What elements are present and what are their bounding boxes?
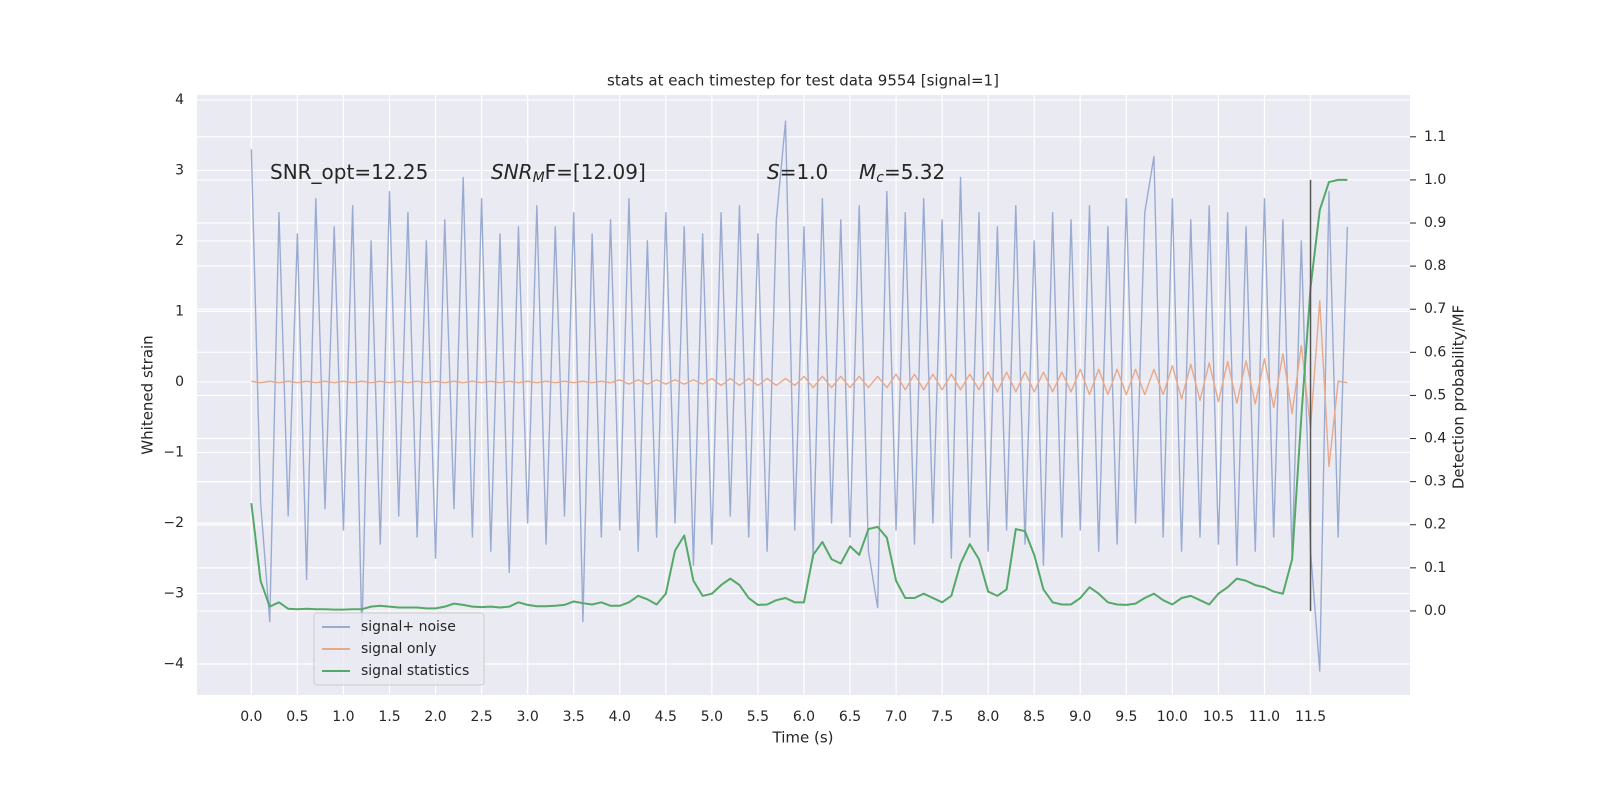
legend-label: signal only <box>361 641 436 657</box>
x-tick-label: 9.0 <box>1069 709 1091 725</box>
x-tick-label: 6.5 <box>839 709 861 725</box>
y2-tick-label: 0.3 <box>1424 474 1446 490</box>
annotation-value: =5.32 <box>884 160 945 184</box>
y-tick-label: −2 <box>163 515 184 531</box>
annotation: Mc=5.32 <box>859 160 945 187</box>
y2-axis-label: Detection probability/MF <box>1450 305 1468 489</box>
y-tick-label: −4 <box>163 656 184 672</box>
series-line <box>251 300 1348 468</box>
y2-tick-label: 1.1 <box>1424 129 1446 145</box>
y-tick-label: 1 <box>175 303 184 319</box>
annotation: S=1.0 <box>767 160 828 184</box>
x-tick-label: 6.0 <box>793 709 815 725</box>
x-tick-label: 5.0 <box>701 709 723 725</box>
y-axis-label: Whitened strain <box>139 335 157 454</box>
x-tick-label: 10.0 <box>1157 709 1188 725</box>
y2-tick-label: 0.0 <box>1424 603 1446 619</box>
x-tick-label: 8.0 <box>977 709 999 725</box>
x-tick-label: 0.5 <box>286 709 308 725</box>
x-tick-label: 7.5 <box>931 709 953 725</box>
x-tick-label: 11.0 <box>1249 709 1280 725</box>
y-tick-label: 2 <box>175 233 184 249</box>
annotation-subscript: M <box>533 170 545 186</box>
y2-tick-label: 0.9 <box>1424 215 1446 231</box>
annotation-symbol: SNR <box>491 160 533 184</box>
x-tick-label: 1.0 <box>332 709 354 725</box>
annotation-text: SNR_opt=12.25 <box>270 160 428 184</box>
y2-tick-label: 0.8 <box>1424 258 1446 274</box>
series-line <box>250 120 1349 672</box>
annotation-value: F=[12.09] <box>545 160 646 184</box>
annotation-symbol: M <box>859 160 876 184</box>
y2-tick-label: 0.4 <box>1424 431 1446 447</box>
y2-tick-label: 0.5 <box>1424 387 1446 403</box>
y2-tick-label: 1.0 <box>1424 172 1446 188</box>
y-tick-label: −3 <box>163 585 184 601</box>
x-tick-label: 1.5 <box>378 709 400 725</box>
x-tick-label: 3.0 <box>517 709 539 725</box>
y2-tick-label: 0.1 <box>1424 560 1446 576</box>
legend-box <box>313 612 485 686</box>
x-axis-label: Time (s) <box>772 729 834 747</box>
annotation-value: =1.0 <box>780 160 829 184</box>
axes: 0.0 0.5 1.0 1.5 2.0 2.5 3.0 3.5 4.0 4.5 5.0 5.5 6.0 6… <box>163 92 1446 725</box>
y2-tick-label: 0.6 <box>1424 344 1446 360</box>
annotation: SNRMF=[12.09] <box>491 160 646 187</box>
legend-label: signal statistics <box>361 663 469 679</box>
x-tick-label: 10.5 <box>1203 709 1234 725</box>
x-tick-label: 9.5 <box>1115 709 1137 725</box>
x-tick-label: 11.5 <box>1295 709 1326 725</box>
marks <box>250 120 1349 672</box>
y2-tick-label: 0.2 <box>1424 517 1446 533</box>
x-tick-label: 4.5 <box>655 709 677 725</box>
x-tick-label: 4.0 <box>609 709 631 725</box>
x-tick-label: 3.5 <box>563 709 585 725</box>
x-tick-label: 7.0 <box>885 709 907 725</box>
annotation-symbol: S <box>767 160 780 184</box>
x-tick-label: 2.5 <box>470 709 492 725</box>
x-tick-label: 2.0 <box>424 709 446 725</box>
x-tick-label: 0.0 <box>240 709 262 725</box>
chart-title: stats at each timestep for test data 955… <box>607 72 999 90</box>
legend: signal+ noise signal only signal statistic… <box>313 612 485 686</box>
y-tick-label: −1 <box>163 444 184 460</box>
x-tick-label: 5.5 <box>747 709 769 725</box>
annotation: SNR_opt=12.25 <box>270 160 428 184</box>
y-tick-label: 0 <box>175 374 184 390</box>
annotations: SNR_opt=12.25 SNRMF=[12.09] S=1.0 Mc=5.32 <box>270 160 945 187</box>
y-tick-label: 4 <box>175 92 184 108</box>
series-line <box>250 178 1348 611</box>
annotation-subscript: c <box>876 170 884 186</box>
legend-label: signal+ noise <box>361 619 456 635</box>
x-tick-label: 8.5 <box>1023 709 1045 725</box>
y2-tick-label: 0.7 <box>1424 301 1446 317</box>
y-tick-label: 3 <box>175 162 184 178</box>
